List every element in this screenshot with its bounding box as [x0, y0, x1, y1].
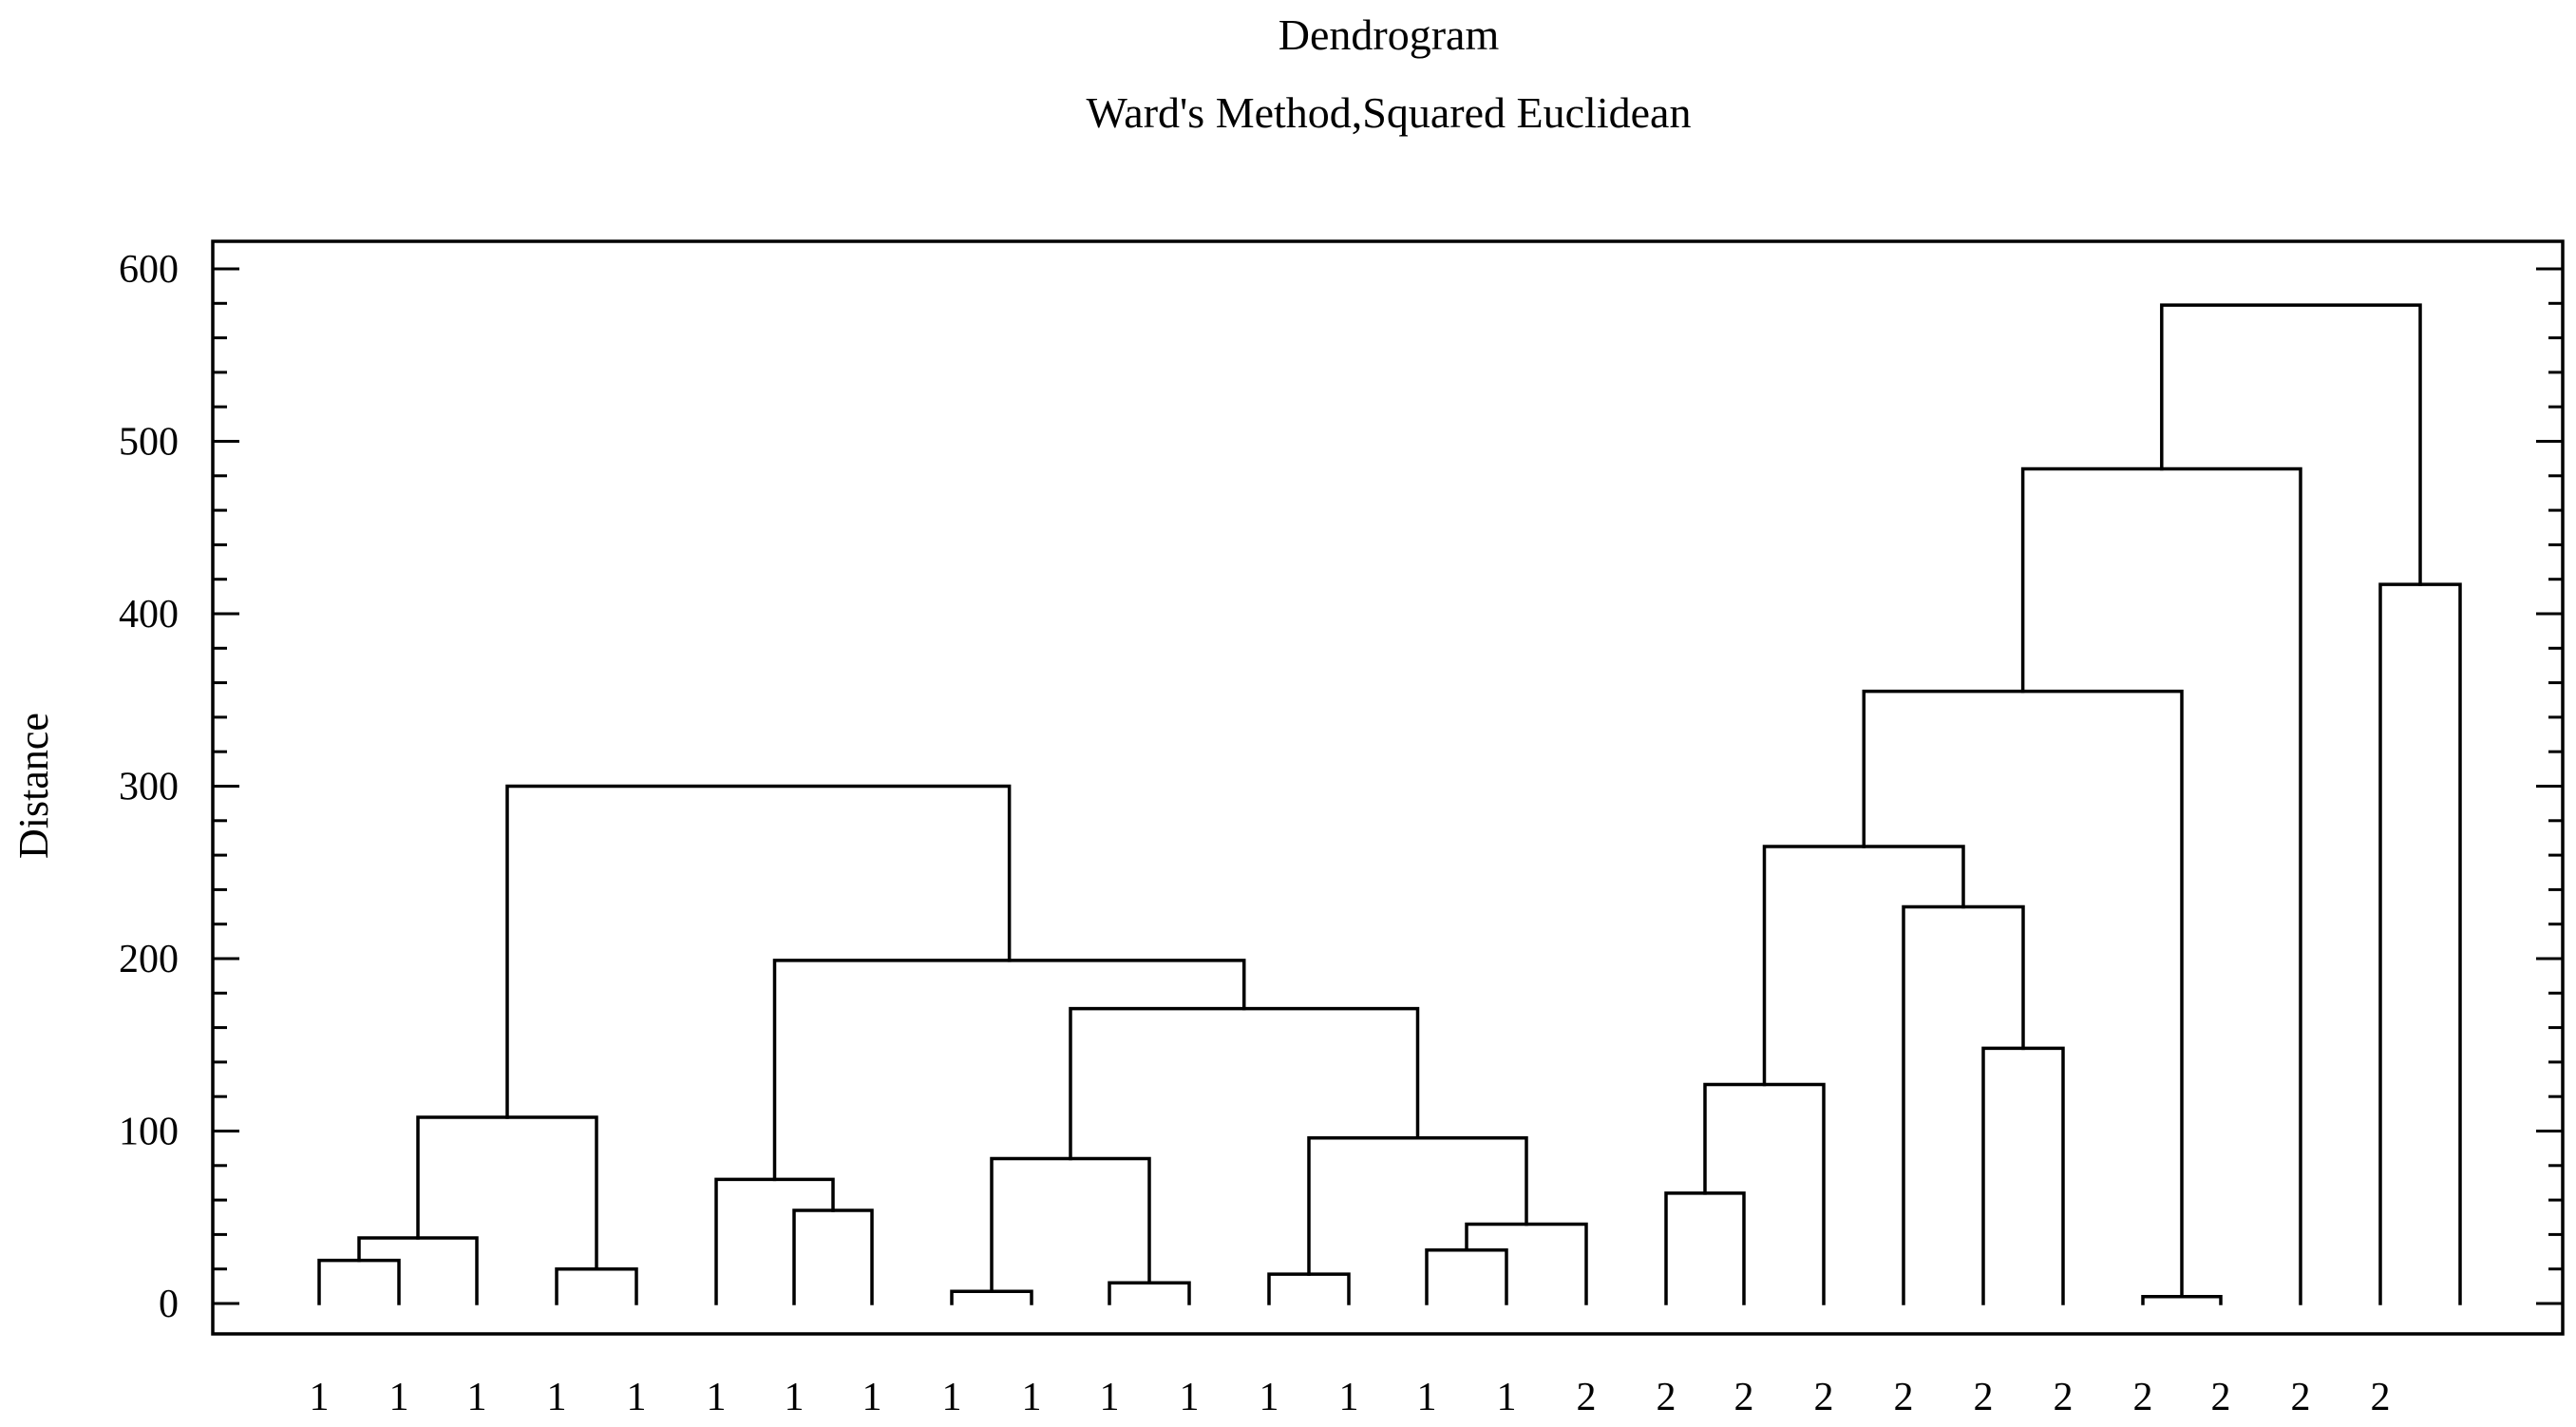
leaf-label: 1	[467, 1376, 487, 1419]
merge-link-25	[2160, 303, 2422, 586]
chart-title: Dendrogram	[1279, 10, 1500, 59]
merge-link-13	[1069, 1006, 1420, 1161]
leaf-label: 1	[1339, 1376, 1359, 1419]
leaf-label: 2	[1894, 1376, 1914, 1419]
y-tick-labels: 0 100 200 300 400 500 600	[119, 248, 179, 1326]
ytick-label: 300	[119, 766, 179, 809]
leaf-label: 1	[707, 1376, 727, 1419]
merge-link-15	[505, 784, 1012, 1119]
merge-link-7	[1108, 1281, 1191, 1305]
merge-link-14	[772, 959, 1246, 1182]
leaf-label: 2	[1657, 1376, 1676, 1419]
merge-link-12	[1307, 1136, 1528, 1276]
leaf-label: 1	[1497, 1376, 1517, 1419]
ytick-label: 500	[119, 421, 179, 465]
merge-link-16	[1664, 1191, 1746, 1305]
leaf-label: 2	[1814, 1376, 1834, 1419]
dendrogram-links	[317, 303, 2462, 1305]
leaf-label: 1	[862, 1376, 882, 1419]
merge-link-19	[1902, 904, 2025, 1305]
chart-subtitle: Ward's Method,Squared Euclidean	[1087, 88, 1692, 137]
merge-link-18	[1981, 1046, 2065, 1305]
merge-link-1	[357, 1236, 479, 1305]
y-axis-label: Distance	[10, 713, 57, 859]
merge-link-5	[714, 1177, 835, 1305]
merge-link-24	[2378, 582, 2462, 1305]
merge-link-8	[990, 1156, 1151, 1294]
ytick-label: 0	[159, 1283, 179, 1326]
merge-link-11	[1465, 1222, 1588, 1305]
merge-link-6	[950, 1289, 1033, 1305]
leaf-label: 1	[1022, 1376, 1042, 1419]
leaf-label: 1	[942, 1376, 962, 1419]
leaf-label: 1	[1180, 1376, 1200, 1419]
leaf-label: 2	[2291, 1376, 2311, 1419]
leaf-label: 2	[2211, 1376, 2231, 1419]
ytick-label: 400	[119, 593, 179, 637]
merge-link-3	[416, 1115, 598, 1271]
leaf-label: 2	[2133, 1376, 2153, 1419]
merge-link-10	[1425, 1247, 1508, 1305]
leaf-labels: 1 1 1 1 1 1 1 1 1 1 1 1 1 1 1 1 2 2 2 2 2 2 2 2 2 2 2	[310, 1376, 2391, 1419]
leaf-label: 1	[1417, 1376, 1437, 1419]
leaf-label: 1	[389, 1376, 409, 1419]
y-axis-ticks	[213, 267, 2563, 1305]
leaf-label: 1	[310, 1376, 330, 1419]
merge-link-9	[1267, 1272, 1351, 1305]
merge-link-20	[1762, 845, 1965, 1087]
leaf-label: 2	[1577, 1376, 1597, 1419]
ytick-label: 100	[119, 1111, 179, 1154]
ytick-label: 600	[119, 248, 179, 292]
leaf-label: 2	[1974, 1376, 1994, 1419]
merge-link-2	[555, 1266, 638, 1305]
leaf-label: 2	[2054, 1376, 2074, 1419]
merge-link-4	[792, 1208, 874, 1305]
leaf-label: 1	[627, 1376, 647, 1419]
merge-link-0	[317, 1258, 401, 1305]
ytick-label: 200	[119, 938, 179, 981]
leaf-label: 2	[1734, 1376, 1754, 1419]
leaf-label: 1	[547, 1376, 567, 1419]
leaf-label: 1	[785, 1376, 805, 1419]
leaf-label: 1	[1260, 1376, 1279, 1419]
leaf-label: 2	[2371, 1376, 2391, 1419]
leaf-label: 1	[1100, 1376, 1120, 1419]
